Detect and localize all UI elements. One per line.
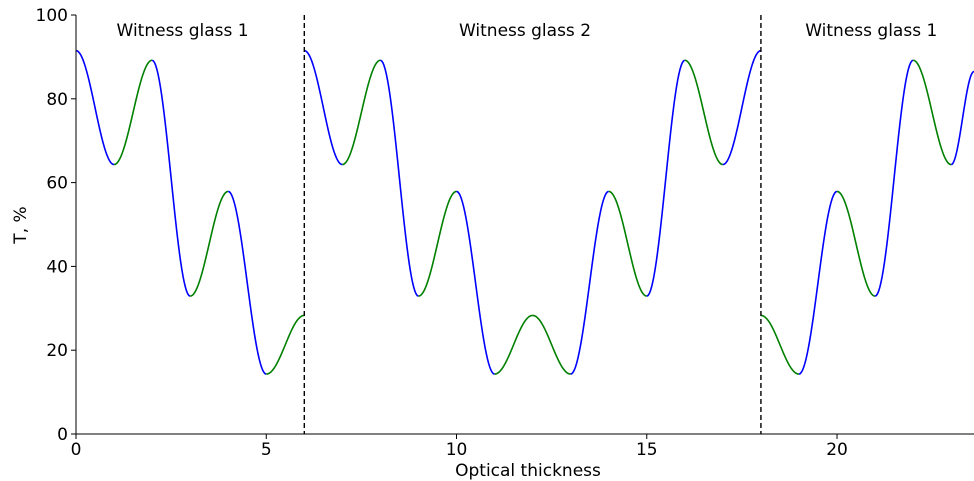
x-tick-label: 20 bbox=[826, 440, 848, 460]
curve-segment-green bbox=[113, 59, 153, 166]
curve-segment-blue bbox=[380, 59, 419, 297]
y-tick-label: 20 bbox=[46, 341, 68, 361]
x-ticks: 0 5 10 15 20 bbox=[71, 434, 848, 460]
y-tick-label: 60 bbox=[46, 174, 68, 194]
curve-segment-blue bbox=[151, 59, 191, 297]
curve-segment-green bbox=[189, 190, 229, 297]
curve-segment-blue bbox=[646, 59, 686, 297]
curve-segment-blue bbox=[722, 49, 762, 166]
curve-segment-blue bbox=[76, 49, 115, 166]
curve-segment-blue bbox=[874, 59, 914, 297]
curve-segment-blue bbox=[227, 190, 267, 375]
axes bbox=[75, 15, 974, 435]
y-tick-label: 80 bbox=[46, 90, 68, 110]
region-labels: Witness glass 1 Witness glass 2 Witness gl… bbox=[117, 21, 938, 41]
y-ticks: 0 20 40 60 80 100 bbox=[36, 6, 76, 445]
curve-segment-blue bbox=[456, 190, 495, 375]
y-tick-label: 0 bbox=[57, 425, 68, 445]
curve-segment-green bbox=[912, 59, 952, 166]
plot-lines bbox=[76, 49, 974, 375]
y-tick-label: 100 bbox=[36, 6, 68, 26]
curve-segment-blue bbox=[950, 70, 974, 166]
curve-segment-green bbox=[760, 314, 800, 375]
curve-segment-green bbox=[532, 314, 571, 375]
x-tick-label: 15 bbox=[636, 440, 658, 460]
curve-segment-green bbox=[684, 59, 724, 166]
region-label: Witness glass 1 bbox=[117, 21, 249, 41]
x-tick-label: 0 bbox=[71, 440, 82, 460]
curve-segment-green bbox=[418, 190, 457, 297]
divider-lines bbox=[303, 15, 762, 434]
curve-segment-blue bbox=[798, 190, 838, 375]
curve-segment-green bbox=[266, 314, 305, 375]
region-label: Witness glass 1 bbox=[805, 21, 937, 41]
curve-segment-green bbox=[608, 190, 647, 297]
x-tick-label: 5 bbox=[261, 440, 272, 460]
curve-segment-blue bbox=[304, 49, 343, 166]
y-axis-label: T, % bbox=[11, 206, 31, 244]
curve-segment-green bbox=[836, 190, 876, 297]
y-tick-label: 40 bbox=[46, 257, 68, 277]
curve-segment-blue bbox=[570, 190, 609, 375]
curve-segment-green bbox=[494, 314, 533, 375]
region-label: Witness glass 2 bbox=[459, 21, 591, 41]
curve-segment-green bbox=[342, 59, 381, 166]
x-axis-label: Optical thickness bbox=[455, 461, 601, 481]
x-tick-label: 10 bbox=[446, 440, 468, 460]
